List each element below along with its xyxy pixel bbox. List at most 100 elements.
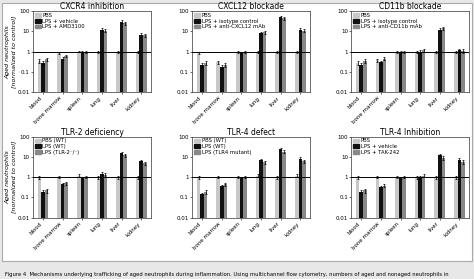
Bar xyxy=(240,178,243,279)
Bar xyxy=(259,160,263,279)
Bar xyxy=(81,52,84,279)
Bar xyxy=(302,161,306,279)
Legend: PBS, LPS + vehicle, LPS + TAK-242: PBS, LPS + vehicle, LPS + TAK-242 xyxy=(353,138,400,155)
Bar xyxy=(204,63,208,279)
Bar xyxy=(41,63,45,279)
Bar xyxy=(279,149,283,279)
Legend: PBS (WT), LPS (WT), LPS (TLR4 mutant): PBS (WT), LPS (WT), LPS (TLR4 mutant) xyxy=(193,138,252,155)
Bar xyxy=(104,31,107,279)
Bar xyxy=(356,177,359,279)
Bar xyxy=(359,65,363,279)
Bar xyxy=(123,23,127,279)
Title: TLR-2 deficiency: TLR-2 deficiency xyxy=(61,128,124,137)
Bar xyxy=(295,175,299,279)
Bar xyxy=(415,177,419,279)
Bar xyxy=(61,59,64,279)
Bar xyxy=(100,30,104,279)
Bar xyxy=(275,52,279,279)
Bar xyxy=(399,52,402,279)
Bar xyxy=(120,153,123,279)
Legend: PBS, LPS + isotype control, LPS + anti-CD11b mAb: PBS, LPS + isotype control, LPS + anti-C… xyxy=(353,12,422,30)
Bar xyxy=(379,187,383,279)
Bar xyxy=(204,192,208,279)
Bar xyxy=(139,35,143,279)
Bar xyxy=(41,192,45,279)
Bar xyxy=(201,65,204,279)
Bar xyxy=(363,191,366,279)
Bar xyxy=(375,60,379,279)
Bar xyxy=(38,61,41,279)
Bar xyxy=(435,52,438,279)
Title: CXCL12 blockade: CXCL12 blockade xyxy=(219,2,284,11)
Bar xyxy=(402,177,406,279)
Bar xyxy=(295,52,299,279)
Title: TLR-4 Inhibition: TLR-4 Inhibition xyxy=(380,128,440,137)
Bar xyxy=(84,52,88,279)
Bar xyxy=(395,177,399,279)
Bar xyxy=(97,52,100,279)
Bar xyxy=(220,67,224,279)
Bar xyxy=(64,56,68,279)
Bar xyxy=(236,177,240,279)
Bar xyxy=(236,52,240,279)
Bar xyxy=(81,178,84,279)
Bar xyxy=(263,162,266,279)
Bar xyxy=(275,177,279,279)
Bar xyxy=(356,63,359,279)
Bar xyxy=(438,30,442,279)
Legend: PBS, LPS + vehicle, LPS + AMD3100: PBS, LPS + vehicle, LPS + AMD3100 xyxy=(34,12,86,30)
Bar xyxy=(256,175,259,279)
Bar xyxy=(454,52,458,279)
Legend: PBS, LPS + isotype control, LPS + anti-CXCL12 mAb: PBS, LPS + isotype control, LPS + anti-C… xyxy=(193,12,265,30)
Bar xyxy=(97,177,100,279)
Bar xyxy=(279,17,283,279)
Bar xyxy=(57,53,61,279)
Bar xyxy=(61,184,64,279)
Bar xyxy=(383,59,386,279)
Bar xyxy=(139,161,143,279)
Bar xyxy=(419,52,422,279)
Bar xyxy=(422,50,426,279)
Bar xyxy=(197,53,201,279)
Bar xyxy=(240,52,243,279)
Bar xyxy=(45,59,48,279)
Bar xyxy=(38,177,41,279)
Bar xyxy=(123,155,127,279)
Bar xyxy=(379,62,383,279)
Legend: PBS (WT), LPS (WT), LPS (TLR-2⁻/⁻): PBS (WT), LPS (WT), LPS (TLR-2⁻/⁻) xyxy=(34,138,80,155)
Bar xyxy=(136,52,139,279)
Bar xyxy=(197,177,201,279)
Bar xyxy=(77,52,81,279)
Bar xyxy=(243,52,246,279)
Bar xyxy=(104,175,107,279)
Bar xyxy=(363,61,366,279)
Bar xyxy=(458,160,461,279)
Bar xyxy=(116,177,120,279)
Bar xyxy=(243,177,246,279)
Bar xyxy=(461,162,465,279)
Bar xyxy=(402,52,406,279)
Bar xyxy=(259,33,263,279)
Bar xyxy=(399,178,402,279)
Bar xyxy=(77,175,81,279)
Bar xyxy=(217,62,220,279)
Bar xyxy=(383,186,386,279)
Bar xyxy=(120,22,123,279)
Bar xyxy=(419,177,422,279)
Bar xyxy=(442,158,445,279)
Bar xyxy=(461,51,465,279)
Bar xyxy=(143,163,146,279)
Bar xyxy=(299,159,302,279)
Bar xyxy=(256,52,259,279)
Bar xyxy=(415,52,419,279)
Bar xyxy=(57,177,61,279)
Bar xyxy=(375,177,379,279)
Bar xyxy=(435,177,438,279)
Bar xyxy=(263,32,266,279)
Bar xyxy=(116,52,120,279)
Bar xyxy=(283,18,286,279)
Bar xyxy=(84,177,88,279)
Bar xyxy=(395,52,399,279)
Bar xyxy=(458,50,461,279)
Bar xyxy=(224,184,227,279)
